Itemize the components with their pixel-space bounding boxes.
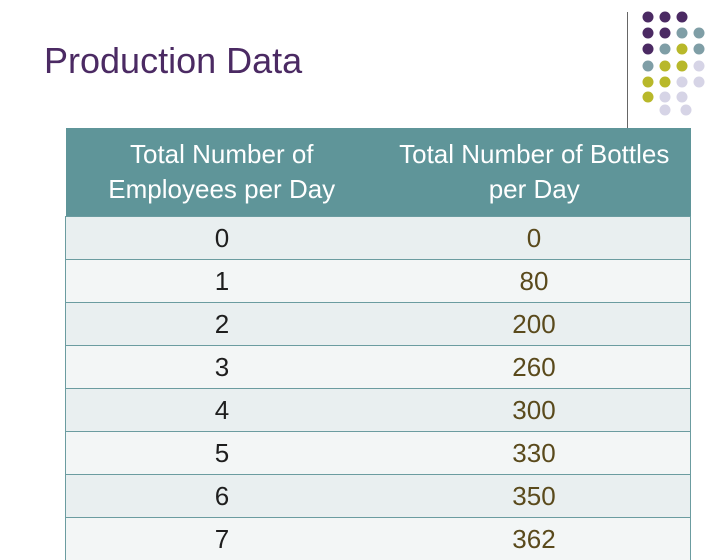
table-cell: 300 xyxy=(378,389,691,432)
table-cell: 260 xyxy=(378,346,691,389)
table-cell: 3 xyxy=(66,346,379,389)
table-cell: 0 xyxy=(66,217,379,260)
table-cell: 200 xyxy=(378,303,691,346)
column-header: Total Number of Bottles per Day xyxy=(378,128,691,217)
table-cell: 350 xyxy=(378,475,691,518)
table-cell: 2 xyxy=(66,303,379,346)
slide-title: Production Data xyxy=(44,40,302,82)
table-cell: 362 xyxy=(378,518,691,560)
dot-decoration xyxy=(636,6,716,130)
column-header: Total Number of Employees per Day xyxy=(66,128,379,217)
table-cell: 7 xyxy=(66,518,379,560)
table-cell: 4 xyxy=(66,389,379,432)
table-cell: 330 xyxy=(378,432,691,475)
slide: Production Data Total Number of Employee… xyxy=(0,0,720,540)
table-cell: 6 xyxy=(66,475,379,518)
table-cell: 1 xyxy=(66,260,379,303)
table-cell: 0 xyxy=(378,217,691,260)
table-cell: 5 xyxy=(66,432,379,475)
dots xyxy=(643,12,705,116)
table-cell: 80 xyxy=(378,260,691,303)
divider-line xyxy=(627,12,628,128)
